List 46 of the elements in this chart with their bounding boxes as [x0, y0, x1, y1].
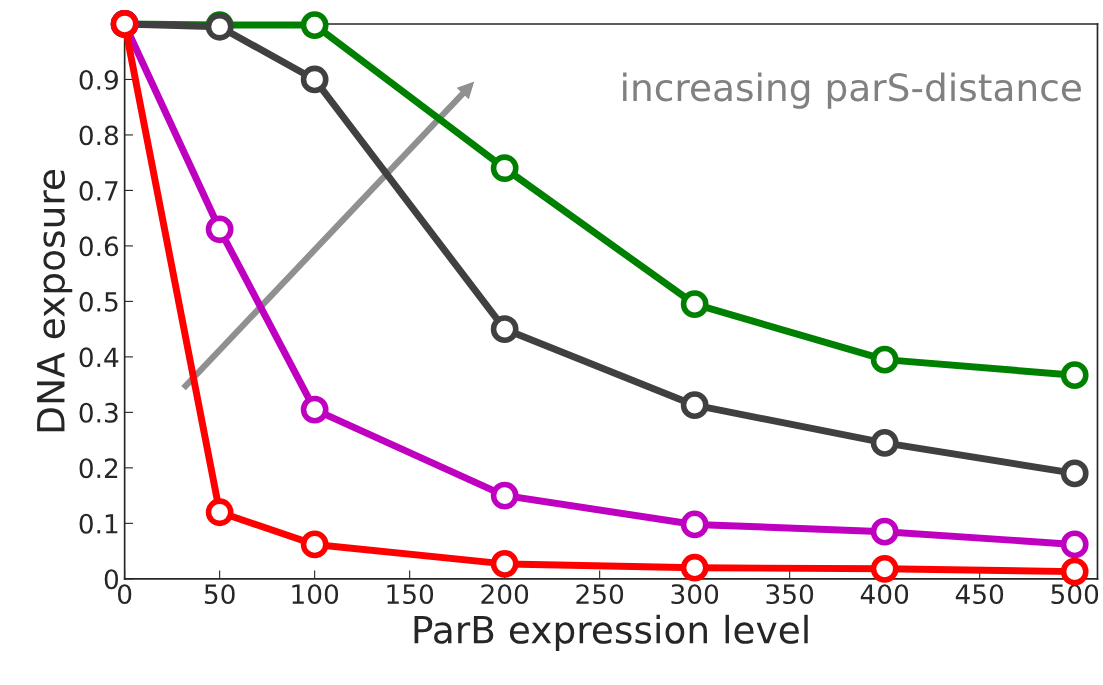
y-tick-label: 0.1	[79, 513, 118, 534]
y-tick-label: 0.9	[79, 69, 118, 90]
point	[680, 510, 709, 539]
y-tick-label: 0.6	[79, 236, 119, 257]
x-tick-label: 100	[292, 584, 339, 605]
x-tick-label: 0	[117, 584, 132, 605]
x-tick-label: 500	[1051, 584, 1099, 605]
annotation: increasing parS-distance	[623, 72, 1081, 109]
point	[870, 554, 899, 583]
x-tick-label: 50	[204, 584, 235, 605]
point	[1060, 530, 1089, 559]
x-tick-label: 300	[671, 584, 719, 605]
point	[490, 154, 519, 183]
point	[205, 498, 234, 527]
point	[300, 11, 329, 39]
x-tick-label: 250	[576, 584, 624, 605]
point	[1060, 361, 1089, 390]
x-tick-label: 200	[481, 584, 529, 605]
point	[205, 215, 234, 244]
point	[490, 549, 519, 578]
point	[300, 530, 329, 559]
y-tick-label: 0.8	[79, 125, 118, 146]
y-tick-label: 0.3	[79, 402, 118, 423]
point	[300, 395, 329, 424]
point	[300, 65, 329, 94]
y-tick-label: 0.2	[79, 458, 118, 479]
x-axis-title: ParB expression level	[414, 614, 808, 652]
x-tick-label: 400	[860, 584, 909, 605]
point	[680, 290, 709, 319]
point	[870, 345, 899, 374]
point	[1060, 557, 1089, 586]
point	[490, 315, 519, 344]
x-tick-label: 150	[387, 584, 434, 605]
point	[680, 391, 709, 420]
point	[870, 517, 899, 546]
y-tick-label: 0.5	[79, 291, 118, 312]
y-tick-label: 0	[104, 569, 119, 590]
point	[490, 481, 519, 510]
y-axis-title: DNA exposure	[37, 170, 73, 432]
y-tick-label: 0.7	[79, 180, 118, 201]
x-tick-label: 450	[955, 584, 1004, 605]
x-tick-label: 350	[766, 584, 814, 605]
point	[1060, 459, 1089, 488]
point	[870, 428, 899, 457]
point	[680, 553, 709, 582]
y-tick-label: 0.4	[79, 347, 119, 368]
